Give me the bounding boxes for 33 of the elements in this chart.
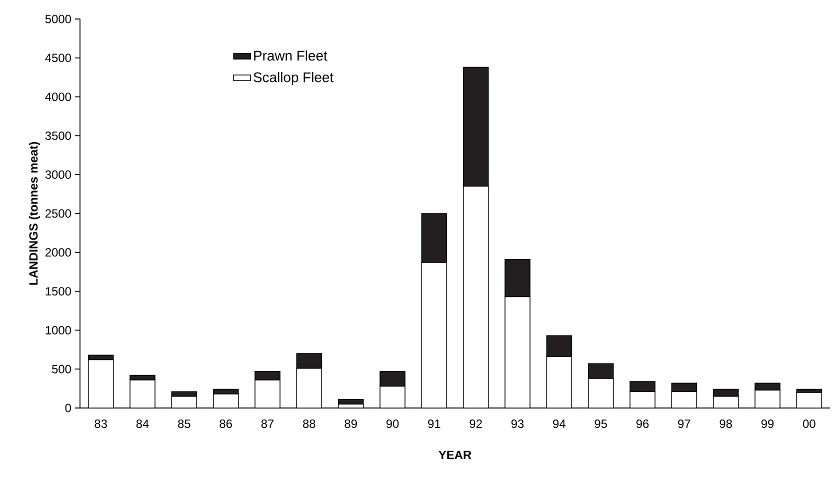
x-tick-label: 00 bbox=[802, 420, 816, 428]
x-axis-title: YEAR bbox=[438, 450, 472, 460]
y-tick-label: 2000 bbox=[45, 248, 72, 257]
y-tick-label: 3500 bbox=[45, 131, 72, 140]
x-tick-label: 92 bbox=[470, 420, 482, 428]
x-tick-label: 87 bbox=[261, 420, 274, 428]
legend-label: Scallop Fleet bbox=[254, 72, 334, 85]
x-tick-label: 89 bbox=[344, 420, 357, 428]
x-tick-label: 97 bbox=[678, 420, 690, 428]
y-tick-label: 500 bbox=[52, 364, 72, 374]
y-tick-label: 2500 bbox=[45, 209, 72, 218]
x-tick-label: 88 bbox=[303, 420, 316, 428]
y-tick-label: 4500 bbox=[45, 54, 72, 62]
y-tick-label: 5000 bbox=[45, 14, 72, 24]
x-tick-label: 90 bbox=[386, 420, 399, 428]
y-axis-title: LANDINGS (tonnes meat) bbox=[28, 142, 40, 285]
x-tick-label: 84 bbox=[136, 420, 149, 428]
y-tick-label: 4000 bbox=[45, 92, 72, 102]
x-tick-label: 98 bbox=[720, 420, 732, 428]
y-tick-label: 0 bbox=[65, 404, 72, 412]
x-tick-label: 95 bbox=[594, 420, 607, 428]
legend-label: Prawn Fleet bbox=[254, 50, 328, 61]
y-tick-label: 1500 bbox=[46, 287, 72, 296]
x-tick-label: 91 bbox=[428, 420, 440, 428]
x-tick-label: 96 bbox=[636, 420, 649, 428]
x-tick-label: 94 bbox=[553, 420, 566, 428]
x-tick-label: 83 bbox=[94, 420, 107, 428]
y-tick-label: 1000 bbox=[46, 326, 72, 334]
x-tick-label: 85 bbox=[178, 420, 190, 428]
x-tick-label: 99 bbox=[761, 420, 774, 428]
y-tick-label: 3000 bbox=[45, 170, 72, 179]
x-tick-label: 93 bbox=[511, 420, 524, 428]
x-tick-label: 86 bbox=[220, 420, 232, 428]
